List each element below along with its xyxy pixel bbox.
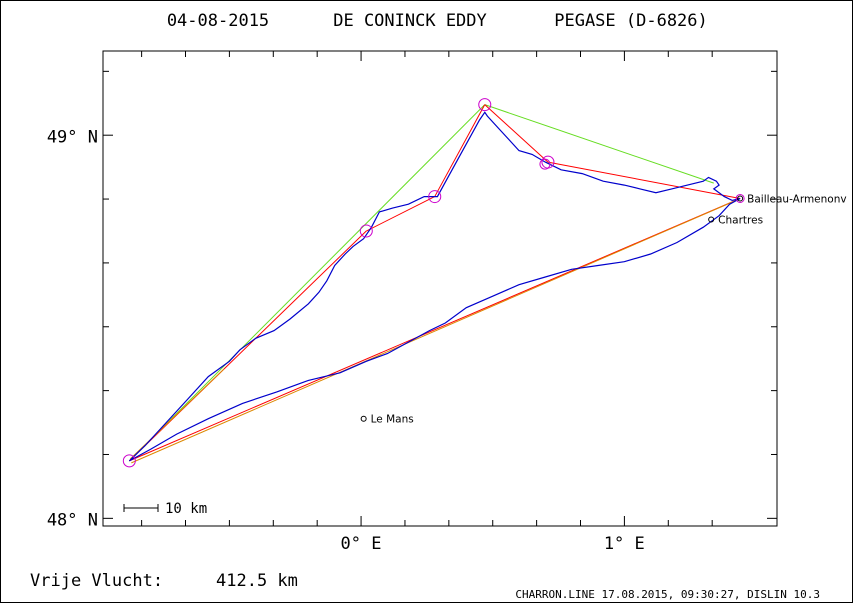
turnpoints — [122, 98, 745, 468]
route-red — [366, 196, 435, 232]
lon-label: 1° E — [604, 534, 645, 554]
place-label: Chartres — [718, 215, 763, 227]
lon-label: 0° E — [341, 534, 382, 554]
axis-labels: 49° N 48° N 0° E 1° E — [47, 127, 645, 554]
scale-bar: 10 km — [123, 501, 207, 517]
plot-area — [102, 50, 778, 527]
axis-ticks — [103, 51, 777, 526]
route-red — [547, 161, 741, 199]
route-red — [129, 198, 741, 462]
place-marker — [737, 195, 744, 202]
turnpoint-marker — [539, 158, 551, 170]
route-red — [484, 104, 549, 163]
places: Bailleau-Armenonv Chartres Le Mans — [360, 193, 847, 426]
turnpoint-marker — [428, 190, 442, 204]
title-glider: PEGASE (D-6826) — [554, 11, 708, 31]
lat-label: 48° N — [47, 510, 98, 530]
place-label: Bailleau-Armenonv — [747, 193, 846, 205]
turnpoint-marker — [478, 98, 492, 112]
route-red — [434, 104, 486, 197]
route-orange — [129, 368, 225, 460]
route-orange — [131, 199, 739, 464]
footer-info: CHARRON.LINE 17.08.2015, 09:30:27, DISLI… — [515, 588, 820, 601]
free-flight-label: Vrije Vlucht: — [30, 571, 163, 591]
turnpoint-marker — [122, 454, 136, 468]
place-marker — [360, 415, 367, 422]
turnpoint-marker — [735, 193, 745, 203]
free-flight-value: 412.5 km — [216, 571, 298, 591]
lat-label: 49° N — [47, 127, 98, 147]
title-date: 04-08-2015 — [167, 11, 269, 31]
gps-track — [128, 111, 741, 462]
place-marker — [708, 216, 715, 223]
title-pilot: DE CONINCK EDDY — [333, 11, 487, 31]
route-green — [484, 104, 714, 184]
place-label: Le Mans — [371, 414, 414, 426]
turnpoint-marker — [359, 224, 373, 238]
route-green — [128, 104, 486, 462]
route-lines — [128, 104, 741, 464]
scale-bar-label: 10 km — [165, 501, 207, 517]
